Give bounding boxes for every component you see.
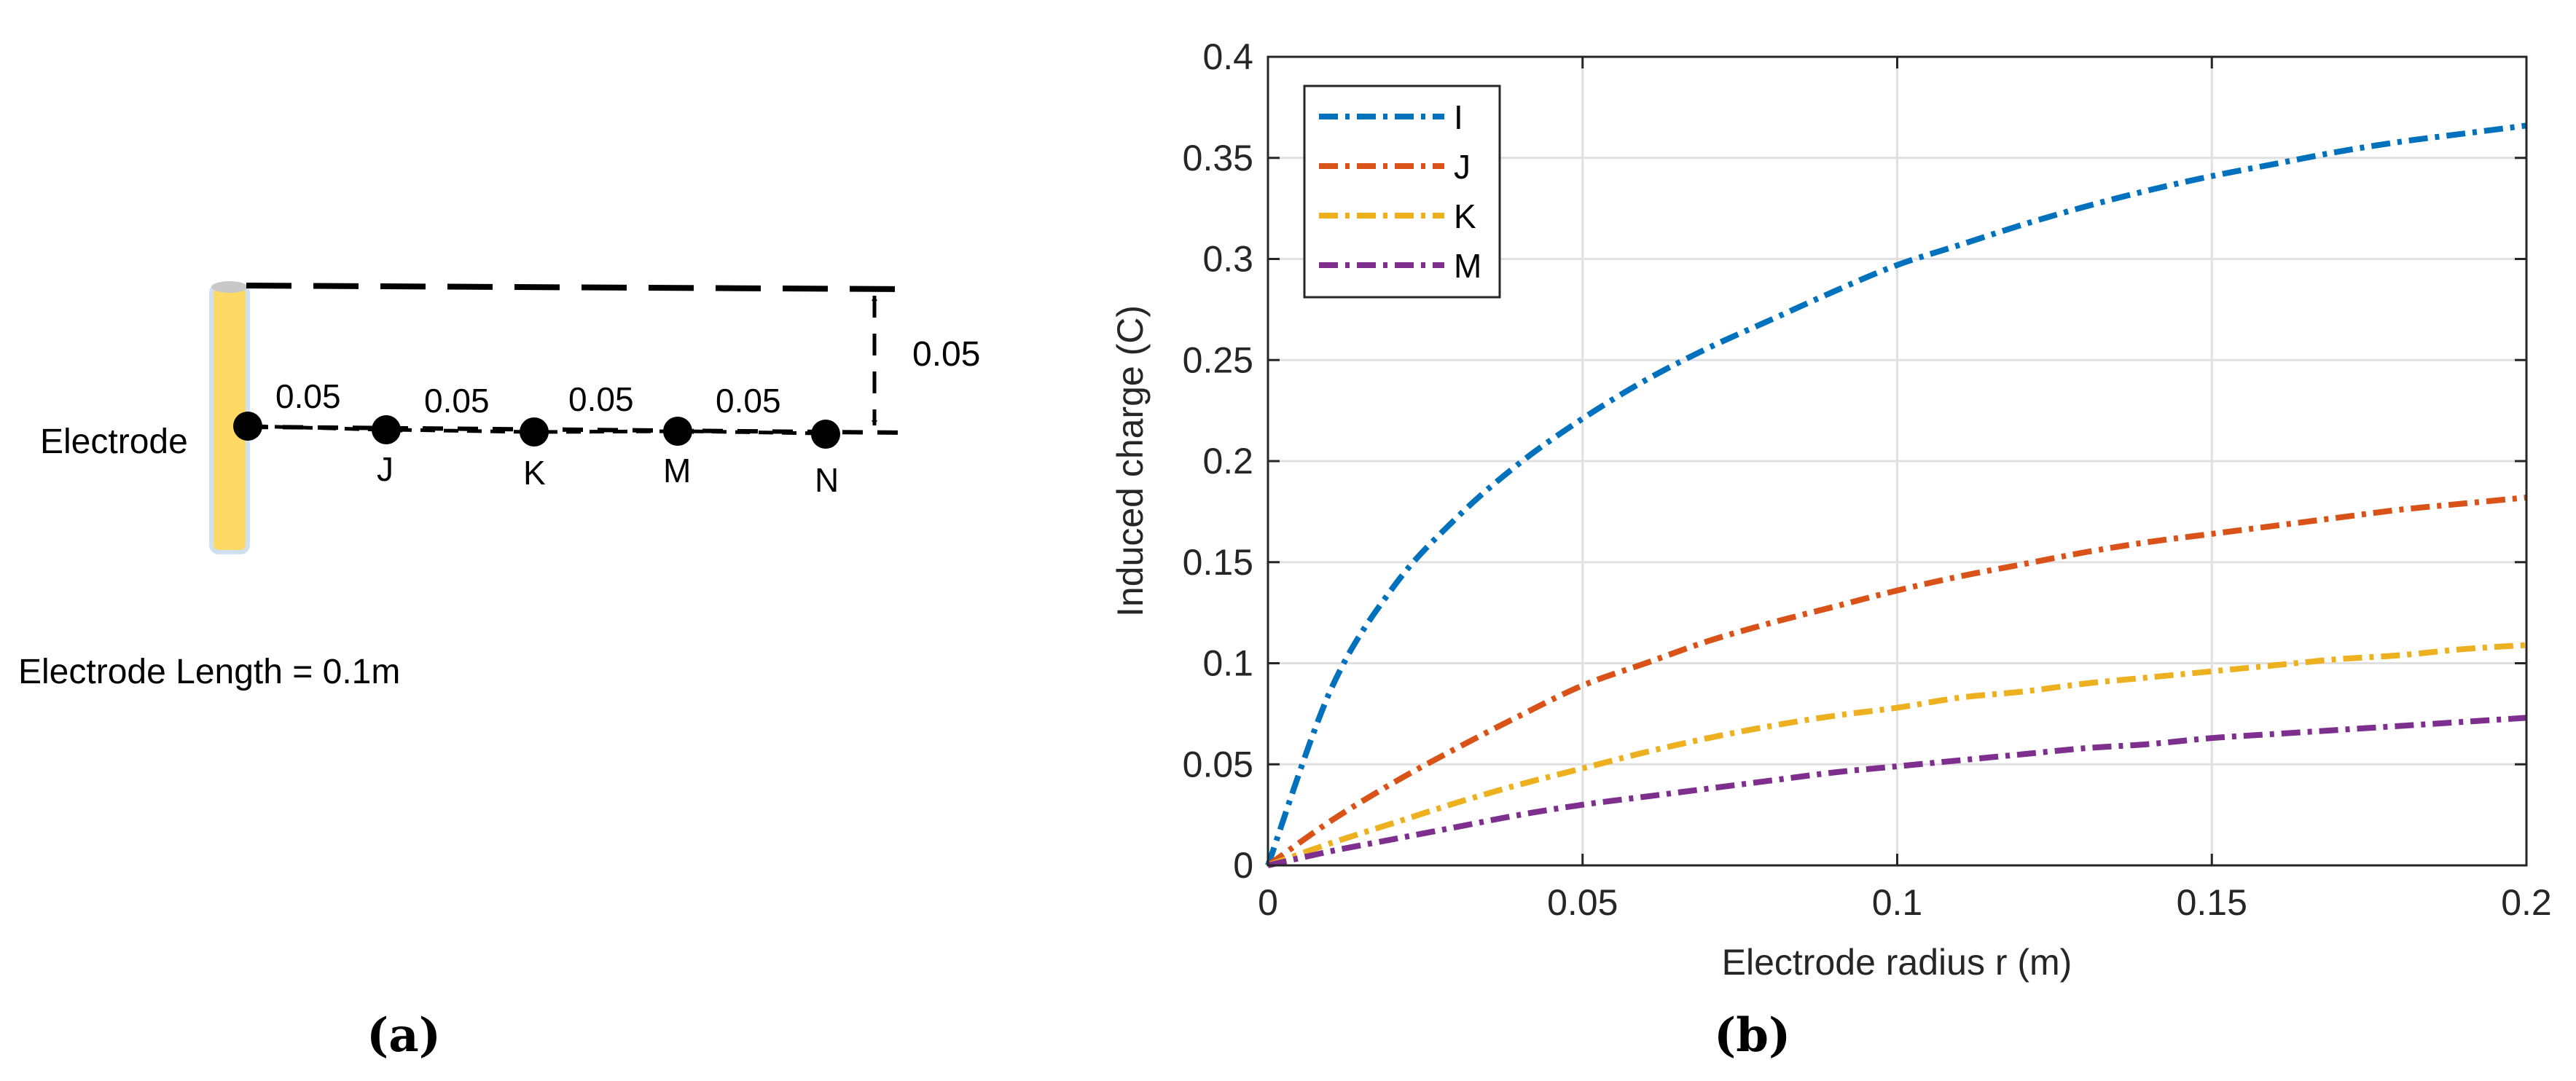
legend-label-M: M: [1454, 247, 1481, 285]
y-tick-label: 0.25: [1183, 339, 1253, 380]
point-J: [372, 415, 401, 444]
point-label-K: K: [523, 454, 546, 492]
point-label-J: J: [377, 450, 394, 488]
series-line-K: [1267, 642, 2527, 868]
top-dashed-line: [246, 283, 909, 292]
electrode-label: Electrode: [40, 422, 188, 461]
y-tick-labels: 0 0.05 0.1 0.15 0.2 0.25 0.3 0.35 0.4: [1183, 36, 1253, 886]
x-tick-label: 0.1: [1872, 882, 1923, 923]
vertical-dimension-label: 0.05: [912, 335, 980, 374]
y-tick-label: 0.35: [1183, 138, 1253, 178]
legend-label-J: J: [1454, 148, 1471, 186]
point-M: [663, 417, 692, 446]
electrode-top-cap: [211, 281, 248, 293]
point-origin: [233, 412, 262, 441]
legend-box: [1303, 84, 1501, 299]
y-tick-label: 0.2: [1202, 441, 1253, 481]
schematic-panel: 0.05 0.05 0.05 0.05 0.05 J K M N Electro…: [18, 281, 980, 1063]
y-tick-label: 0.15: [1183, 542, 1253, 583]
series-line-J: [1266, 494, 2527, 868]
x-tick-label: 0.15: [2177, 882, 2247, 923]
electrode-length-note: Electrode Length = 0.1m: [18, 653, 400, 691]
spacing-label-2: 0.05: [424, 382, 490, 420]
y-tick-label: 0.1: [1202, 643, 1253, 684]
point-label-M: M: [663, 452, 691, 490]
x-tick-label: 0: [1258, 882, 1278, 923]
point-label-N: N: [815, 461, 839, 499]
x-tick-labels: 0 0.05 0.1 0.15 0.2: [1258, 882, 2552, 923]
y-tick-label: 0: [1233, 845, 1253, 886]
y-axis-label: Induced charge (C): [1110, 305, 1151, 617]
x-axis-label: Electrode radius r (m): [1722, 942, 2072, 983]
x-tick-label: 0.2: [2501, 882, 2552, 923]
chart-panel: 0 0.05 0.1 0.15 0.2 0 0.05 0.1 0.15 0.2 0.25 0.3 0.…: [1110, 36, 2552, 1063]
point-K: [520, 417, 549, 447]
point-N: [811, 420, 840, 449]
panel-label-b: (b): [1714, 1008, 1790, 1063]
legend-label-K: K: [1454, 197, 1476, 235]
grid: [1268, 57, 2526, 865]
legend-label-I: I: [1454, 98, 1463, 136]
series-line-I: [1265, 122, 2527, 867]
spacing-label-4: 0.05: [716, 382, 781, 420]
series-layer: [1265, 122, 2527, 868]
x-tick-label: 0.05: [1547, 882, 1618, 923]
spacing-label-1: 0.05: [275, 377, 341, 415]
y-tick-label: 0.05: [1183, 744, 1253, 785]
spacing-label-3: 0.05: [568, 380, 634, 418]
ticks: [1267, 55, 2528, 867]
panel-label-a: (a): [367, 1008, 441, 1063]
y-tick-label: 0.4: [1202, 36, 1253, 77]
y-tick-label: 0.3: [1202, 239, 1253, 280]
